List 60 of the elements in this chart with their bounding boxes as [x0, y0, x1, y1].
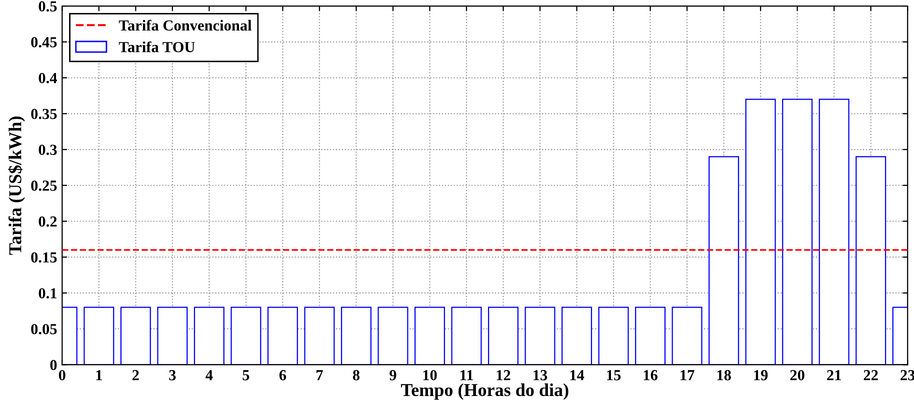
bar: [782, 98, 813, 365]
y-tick-label: 0.45: [31, 37, 57, 48]
x-tick-label: 12: [496, 370, 510, 380]
bar: [708, 156, 740, 365]
bar: [562, 306, 592, 365]
y-tick-label: 0.4: [38, 72, 58, 84]
x-tick-label: 20: [790, 370, 804, 380]
x-tick-label: 6: [279, 370, 286, 380]
legend-label: Tarifa TOU: [118, 41, 195, 52]
x-tick-label: 0: [58, 370, 66, 380]
bar: [267, 306, 298, 365]
x-tick-label: 14: [570, 370, 584, 380]
y-tick-label: 0.15: [31, 252, 57, 263]
x-tick-label: 5: [242, 370, 250, 380]
x-tick-label: 1: [96, 370, 102, 380]
y-tick-label: 0.5: [38, 1, 57, 12]
x-tick-label: 13: [534, 370, 548, 380]
y-tick-label: 0.05: [31, 324, 57, 334]
bar: [818, 98, 850, 365]
bar: [378, 306, 408, 365]
x-tick-label: 21: [827, 370, 841, 380]
bar: [84, 306, 114, 365]
bar: [414, 306, 445, 365]
bar: [340, 306, 372, 365]
x-tick-label: 10: [423, 370, 437, 380]
y-tick-label: 0.3: [38, 144, 57, 156]
x-tick-label: 9: [390, 370, 396, 380]
bar: [745, 98, 776, 365]
bar: [488, 306, 519, 365]
x-tick-label: 19: [754, 370, 768, 380]
x-tick-label: 18: [717, 370, 731, 380]
y-axis-title: Tarifa (US$/kWh): [8, 116, 25, 255]
y-tick-label: 0.1: [38, 288, 56, 298]
bar: [598, 306, 629, 365]
x-axis-title: Tempo (Horas do dia): [400, 383, 568, 400]
x-tick-label: 15: [607, 370, 621, 380]
x-tick-label: 4: [206, 370, 213, 380]
bar: [194, 306, 224, 365]
x-tick-label: 11: [460, 370, 473, 380]
y-tick-label: 0.25: [31, 180, 57, 191]
x-tick-label: 8: [352, 370, 360, 380]
x-tick-label: 16: [644, 370, 658, 380]
x-tick-label: 7: [316, 370, 323, 380]
bar: [672, 306, 702, 365]
y-tick-label: 0: [50, 360, 57, 370]
bar: [157, 306, 188, 365]
legend-label: Tarifa Convencional: [118, 20, 252, 31]
y-tick-label: 0.2: [38, 216, 57, 227]
bar: [635, 306, 666, 365]
bar: [451, 306, 482, 365]
bar: [120, 306, 151, 365]
x-tick-label: 3: [169, 370, 176, 380]
bar: [230, 306, 262, 365]
x-tick-label: 17: [680, 370, 694, 380]
x-tick-label: 2: [132, 370, 139, 380]
bar: [856, 156, 886, 365]
bar: [304, 306, 335, 365]
x-tick-label: 22: [864, 370, 878, 380]
bar: [524, 306, 556, 365]
y-tick-label: 0.35: [31, 108, 57, 120]
